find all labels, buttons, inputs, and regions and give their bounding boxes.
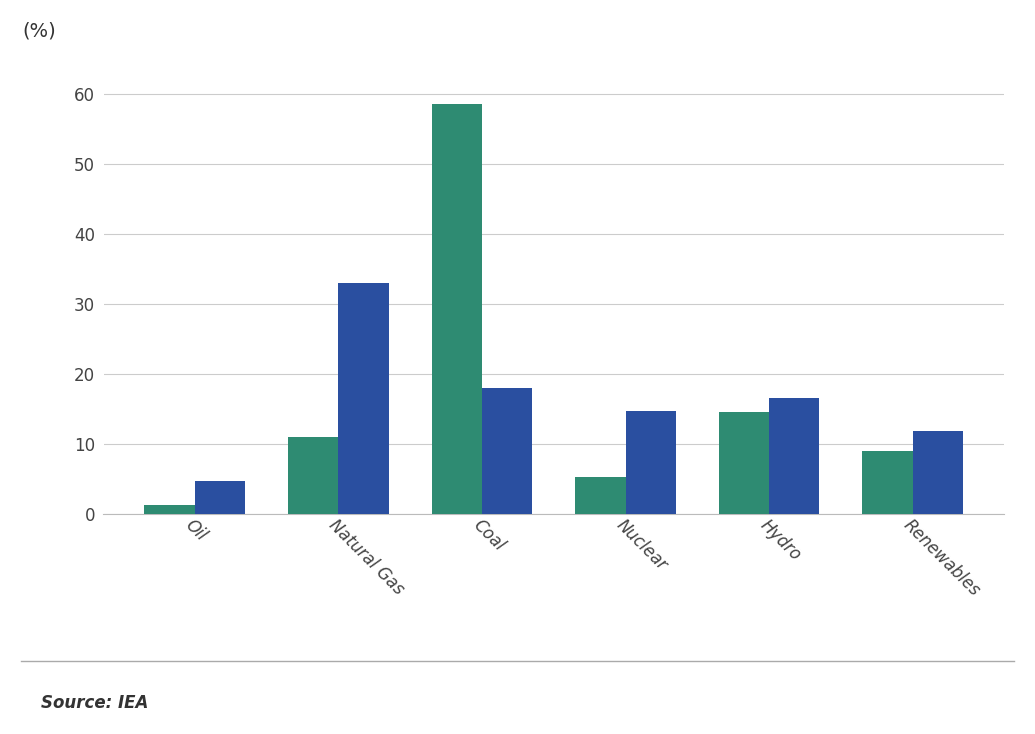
Bar <box>482 388 532 514</box>
Bar <box>862 451 913 514</box>
Bar <box>575 477 625 514</box>
Bar <box>145 506 195 514</box>
Bar <box>625 411 676 514</box>
Bar <box>195 481 245 514</box>
Bar <box>338 283 388 514</box>
Bar <box>913 431 963 514</box>
Text: (%): (%) <box>23 21 56 40</box>
Bar <box>432 104 482 514</box>
Bar <box>288 437 338 514</box>
Bar <box>719 413 769 514</box>
Text: Source: IEA: Source: IEA <box>41 694 149 712</box>
Bar <box>769 399 820 514</box>
